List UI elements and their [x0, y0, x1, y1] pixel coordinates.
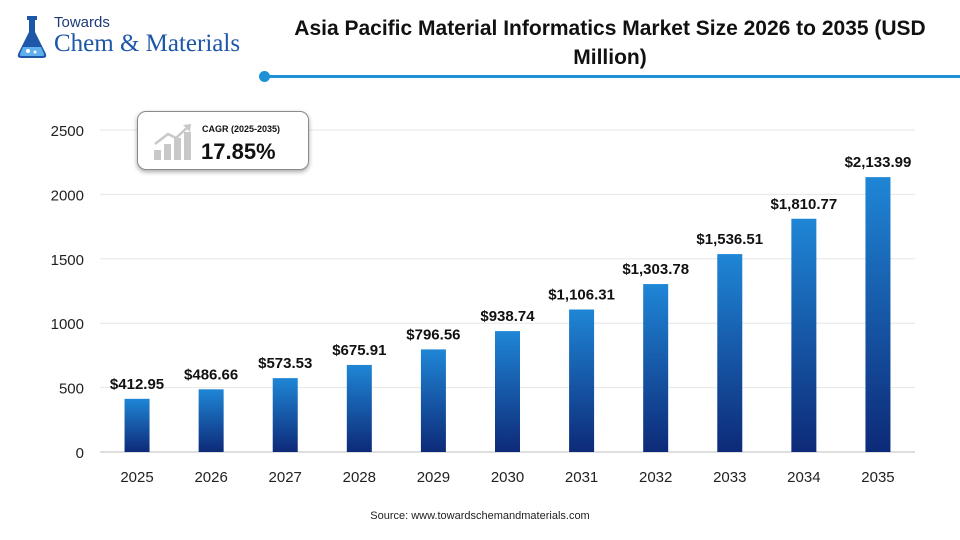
bar-value-label: $2,133.99	[845, 154, 912, 171]
y-tick-label: 500	[59, 381, 84, 398]
x-tick-label: 2027	[269, 469, 302, 486]
source-note: Source: www.towardschemandmaterials.com	[370, 510, 590, 522]
bar	[420, 349, 446, 452]
growth-bars-icon	[154, 124, 191, 160]
bar	[124, 398, 150, 452]
x-tick-label: 2026	[194, 469, 227, 486]
bar	[865, 177, 891, 452]
bar	[569, 309, 595, 452]
bar-value-label: $1,106.31	[548, 287, 615, 304]
brand-logo: Towards Chem & Materials	[14, 10, 254, 70]
title-underline-dot	[259, 71, 270, 82]
y-tick-label: 2500	[51, 123, 84, 140]
y-tick-label: 1000	[51, 316, 84, 333]
bar	[643, 284, 669, 452]
bar-value-label: $1,536.51	[696, 231, 763, 248]
x-tick-label: 2035	[861, 469, 894, 486]
y-tick-label: 0	[76, 445, 84, 462]
cagr-label: CAGR (2025-2035)	[202, 124, 281, 134]
bar-value-label: $938.74	[480, 308, 535, 325]
brand-line1: Towards	[54, 14, 110, 31]
bar-value-label: $486.66	[184, 366, 238, 383]
flask-logo-icon	[17, 16, 47, 58]
bar-value-label: $675.91	[332, 342, 386, 359]
chart-title: Asia Pacific Material Informatics Market…	[294, 17, 926, 69]
bar-value-label: $1,810.77	[770, 196, 837, 213]
x-tick-label: 2028	[343, 469, 376, 486]
bar	[272, 378, 298, 452]
x-tick-label: 2025	[120, 469, 153, 486]
title-underline	[265, 75, 960, 78]
cagr-box: CAGR (2025-2035) 17.85%	[137, 111, 309, 170]
bar-value-label: $573.53	[258, 355, 312, 372]
y-tick-label: 1500	[51, 252, 84, 269]
bar	[791, 218, 817, 452]
y-tick-label: 2000	[51, 187, 84, 204]
bar-value-label: $796.56	[406, 326, 460, 343]
x-tick-label: 2030	[491, 469, 524, 486]
cagr-value: 17.85%	[201, 139, 276, 164]
bar-value-label: $412.95	[110, 376, 164, 393]
bar-value-label: $1,303.78	[622, 261, 689, 278]
brand-line2: Chem & Materials	[54, 30, 241, 57]
x-tick-label: 2029	[417, 469, 450, 486]
x-tick-label: 2034	[787, 469, 820, 486]
x-tick-label: 2032	[639, 469, 672, 486]
x-tick-label: 2033	[713, 469, 746, 486]
x-tick-label: 2031	[565, 469, 598, 486]
bar	[346, 364, 372, 452]
bar	[495, 331, 520, 452]
bar	[717, 254, 743, 452]
bar-chart: 0 500 1000 1500 2000 2500 $412.95 $486.66 $573.…	[51, 123, 915, 486]
bar	[198, 389, 224, 452]
